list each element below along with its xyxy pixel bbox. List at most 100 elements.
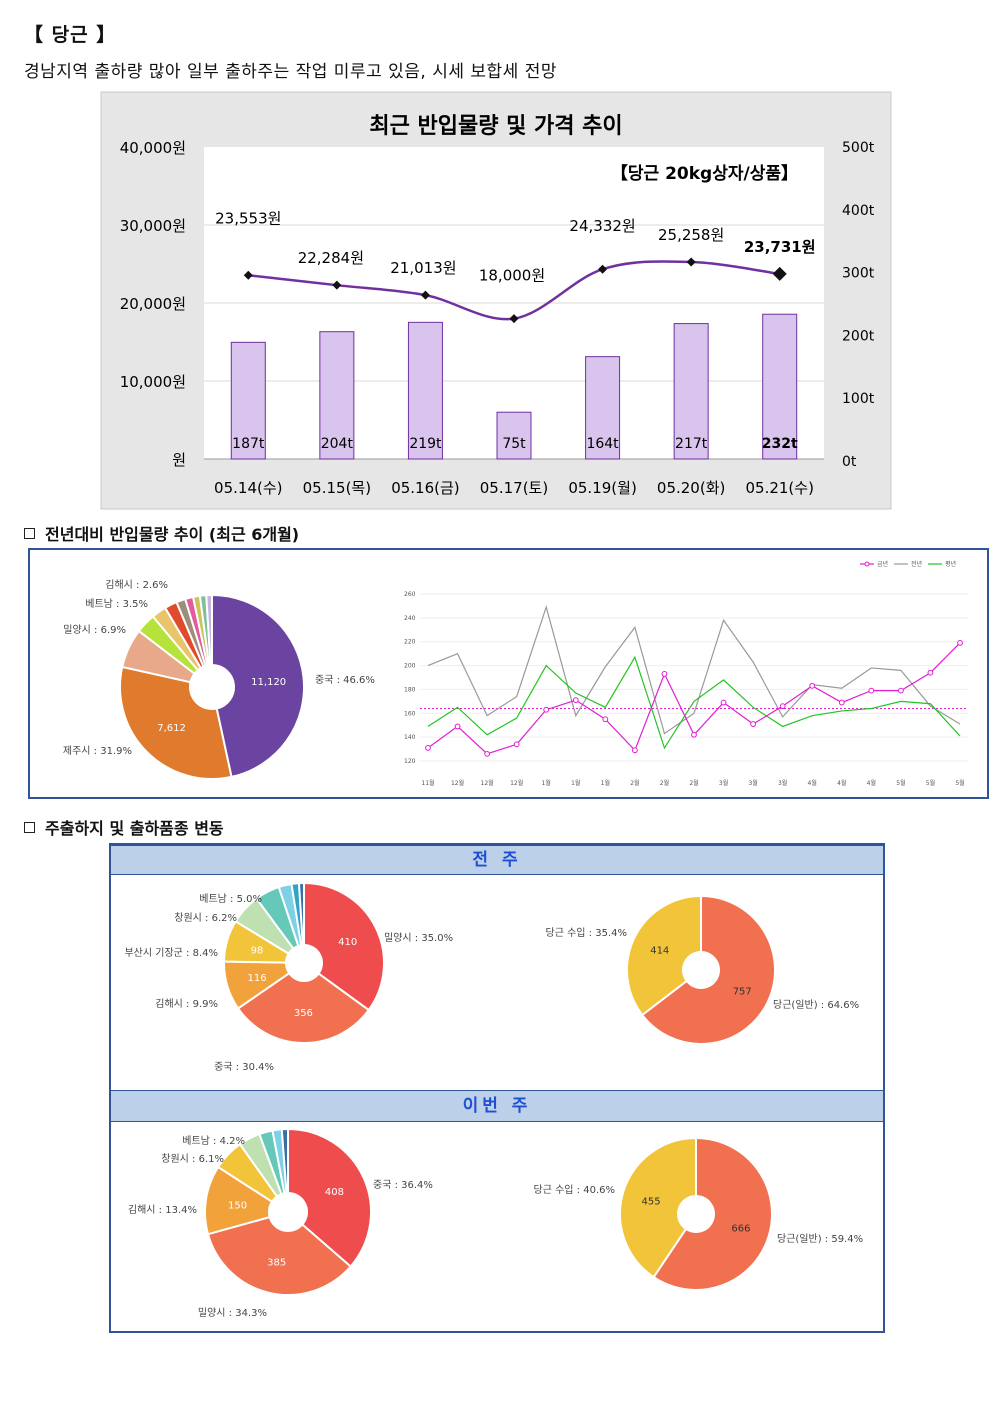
y-tick-label: 120 xyxy=(404,758,416,765)
x-tick-label: 05.15(목) xyxy=(303,479,371,497)
slice-label: 창원시 : 6.2% xyxy=(174,912,237,924)
checkbox-icon xyxy=(24,822,35,833)
y-tick-label: 180 xyxy=(404,686,416,693)
series-marker xyxy=(425,745,431,751)
x-tick-label: 2월 xyxy=(689,779,698,787)
x-tick-label: 05.21(수) xyxy=(745,479,813,497)
y-tick-label: 240 xyxy=(404,615,416,622)
chart1-tag: 【당근 20kg상자/상품】 xyxy=(611,163,798,184)
pie-slice xyxy=(297,881,305,947)
x-tick-label: 5월 xyxy=(955,779,964,787)
slice-label: 창원시 : 6.1% xyxy=(161,1153,224,1165)
series-marker xyxy=(691,731,697,738)
slice-label: 당근(일반) : 59.4% xyxy=(777,1233,863,1245)
slice-label: 김해시 : 13.4% xyxy=(128,1203,197,1216)
pie-slice xyxy=(205,593,213,667)
price-label: 25,258원 xyxy=(658,226,724,244)
price-marker xyxy=(598,264,608,274)
slice-label: 밀양시 : 6.9% xyxy=(63,624,126,636)
pie-slice xyxy=(204,1165,274,1236)
band-this-week: 이번 주 xyxy=(111,1090,883,1122)
series-marker xyxy=(750,721,757,727)
section3-title: 주출하지 및 출하품종 변동 xyxy=(24,815,224,839)
slice-value: 414 xyxy=(650,946,669,957)
pie-slice xyxy=(211,593,305,779)
band-last-week: 전 주 xyxy=(111,845,883,875)
pie-slice xyxy=(303,881,385,1012)
volume-label: 75t xyxy=(502,436,526,452)
price-marker xyxy=(509,314,519,324)
price-marker xyxy=(243,270,253,280)
slice-value: 7,612 xyxy=(157,723,186,734)
slice-value: 455 xyxy=(641,1196,660,1207)
series-marker xyxy=(661,671,668,677)
x-tick-label: 05.19(월) xyxy=(568,479,636,497)
x-tick-label: 05.20(화) xyxy=(657,479,725,497)
x-tick-label: 3월 xyxy=(748,779,757,787)
slice-label: 김해시 : 9.9% xyxy=(155,997,218,1010)
volume-bar xyxy=(762,313,798,460)
slice-label: 중국 : 46.6% xyxy=(315,674,375,686)
price-marker xyxy=(686,257,696,267)
price-marker xyxy=(332,280,342,290)
x-tick-label: 12월 xyxy=(510,779,523,787)
slice-value: 150 xyxy=(228,1200,247,1211)
series-marker xyxy=(897,687,904,694)
x-tick-label: 1월 xyxy=(601,779,610,787)
legend-label: 평년 xyxy=(945,560,956,568)
volume-label: 187t xyxy=(232,436,265,452)
slice-label: 중국 : 36.4% xyxy=(373,1179,433,1191)
series-marker xyxy=(572,697,579,704)
page-subtitle: 경남지역 출하량 많아 일부 출하주는 작업 미루고 있음, 시세 보합세 전망 xyxy=(24,62,558,82)
slice-label: 김해시 : 2.6% xyxy=(105,578,168,591)
page-title: 【 당근 】 xyxy=(24,24,117,46)
x-tick-label: 4월 xyxy=(867,779,876,787)
x-tick-label: 5월 xyxy=(926,779,935,787)
pie-slice xyxy=(287,1127,372,1268)
price-label: 24,332원 xyxy=(569,217,635,235)
left-tick-label: 10,000원 xyxy=(120,373,186,391)
price-label: 23,553원 xyxy=(215,209,281,227)
series-marker xyxy=(602,716,609,723)
left-tick-label: 30,000원 xyxy=(120,217,186,235)
x-tick-label: 5월 xyxy=(896,779,905,787)
volume-bar xyxy=(585,356,621,460)
section2-title: 전년대비 반입물량 추이 (최근 6개월) xyxy=(24,521,299,545)
slice-label: 밀양시 : 35.0% xyxy=(384,932,453,944)
y-tick-label: 140 xyxy=(404,734,416,741)
pie-slice xyxy=(652,1136,773,1291)
series-marker xyxy=(927,669,934,676)
series-line xyxy=(427,605,961,735)
right-tick-label: 0t xyxy=(842,454,857,470)
slice-label: 제주시 : 31.9% xyxy=(63,745,132,757)
pie-slice xyxy=(280,1127,289,1195)
x-tick-label: 12월 xyxy=(481,779,494,787)
series-marker xyxy=(720,699,727,706)
price-marker xyxy=(420,290,430,300)
x-tick-label: 12월 xyxy=(451,779,464,787)
right-tick-label: 200t xyxy=(842,328,875,344)
right-tick-label: 500t xyxy=(842,140,875,156)
slice-label: 베트남 : 5.0% xyxy=(199,893,262,905)
supply-share-pie: 11,120 7,612 중국 : 46.6% 제주시 : 31.9% 밀양시 : 6.… xyxy=(63,578,375,780)
slice-value: 385 xyxy=(267,1258,286,1269)
pie-slice xyxy=(640,894,776,1045)
slice-value: 11,120 xyxy=(251,677,286,688)
yoy-line-chart: 260 240 220 200 180 160 140 120 11월 12월 12월 12월 1월 1월… xyxy=(404,560,968,787)
x-tick-label: 05.17(토) xyxy=(480,479,548,497)
pie-slice xyxy=(619,1136,697,1279)
legend-marker xyxy=(864,561,870,567)
x-tick-label: 3월 xyxy=(719,779,728,787)
series-marker xyxy=(957,639,963,646)
pie-slice xyxy=(206,1215,353,1296)
slice-label: 베트남 : 3.5% xyxy=(85,598,148,610)
price-label: 22,284원 xyxy=(298,249,364,267)
legend-label: 금년 xyxy=(877,560,888,568)
series-marker xyxy=(631,747,638,754)
x-tick-label: 4월 xyxy=(837,779,846,787)
slice-label: 베트남 : 4.2% xyxy=(182,1135,245,1147)
series-marker xyxy=(809,682,816,689)
slice-value: 410 xyxy=(338,937,357,948)
x-tick-label: 1월 xyxy=(542,779,551,787)
slice-value: 666 xyxy=(731,1224,750,1235)
